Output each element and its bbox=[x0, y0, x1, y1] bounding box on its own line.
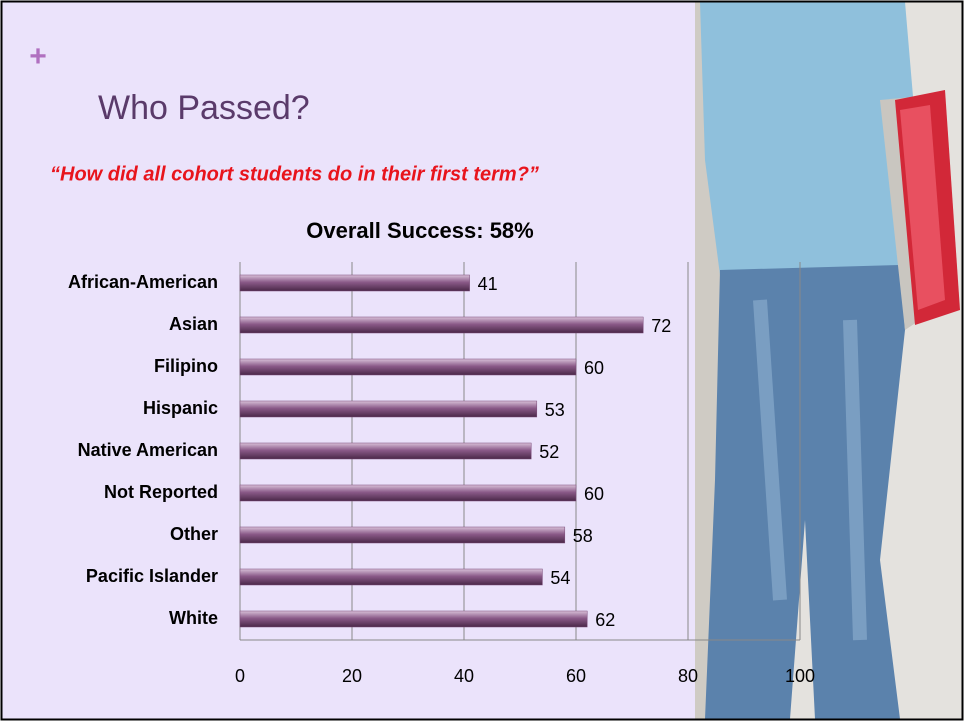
x-tick-label: 60 bbox=[566, 666, 586, 686]
x-tick-label: 40 bbox=[454, 666, 474, 686]
y-tick-label: African-American bbox=[68, 272, 218, 292]
x-tick-label: 0 bbox=[235, 666, 245, 686]
value-label: 54 bbox=[550, 568, 570, 588]
chart-title: Overall Success: 58% bbox=[306, 218, 533, 243]
bar bbox=[239, 274, 470, 292]
x-tick-label: 80 bbox=[678, 666, 698, 686]
value-label: 41 bbox=[478, 274, 498, 294]
y-tick-label: White bbox=[169, 608, 218, 628]
y-tick-label: Native American bbox=[78, 440, 218, 460]
bar bbox=[239, 442, 532, 460]
bar bbox=[239, 358, 577, 376]
slide-heading: Who Passed? bbox=[98, 89, 310, 127]
bar bbox=[239, 568, 543, 586]
value-label: 58 bbox=[573, 526, 593, 546]
bar bbox=[239, 316, 644, 334]
x-tick-label: 100 bbox=[785, 666, 815, 686]
y-tick-label: Other bbox=[170, 524, 218, 544]
y-tick-label: Not Reported bbox=[104, 482, 218, 502]
y-tick-label: Filipino bbox=[154, 356, 218, 376]
slide-marker: + bbox=[29, 40, 47, 73]
y-tick-label: Pacific Islander bbox=[86, 566, 218, 586]
value-label: 52 bbox=[539, 442, 559, 462]
bar bbox=[239, 526, 566, 544]
y-tick-label: Hispanic bbox=[143, 398, 218, 418]
value-label: 60 bbox=[584, 358, 604, 378]
value-label: 60 bbox=[584, 484, 604, 504]
value-label: 62 bbox=[595, 610, 615, 630]
y-tick-label: Asian bbox=[169, 314, 218, 334]
bar bbox=[239, 610, 588, 628]
value-label: 72 bbox=[651, 316, 671, 336]
x-tick-label: 20 bbox=[342, 666, 362, 686]
bar bbox=[239, 484, 577, 502]
value-label: 53 bbox=[545, 400, 565, 420]
slide-question: “How did all cohort students do in their… bbox=[50, 163, 539, 185]
bar bbox=[239, 400, 538, 418]
photo bbox=[695, 2, 962, 719]
